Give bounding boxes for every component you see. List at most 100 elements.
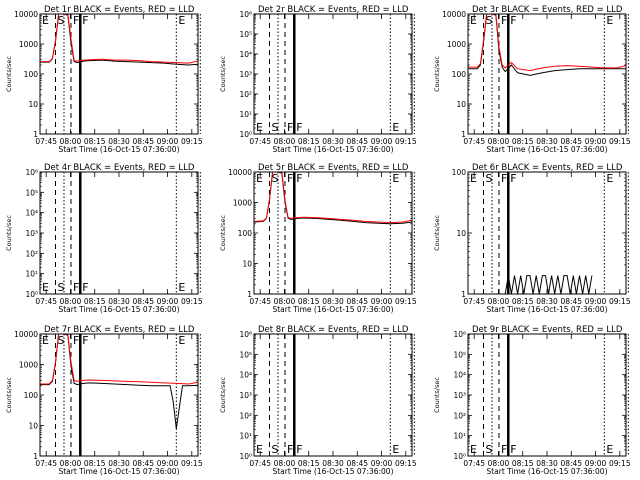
- marker-label: F: [73, 334, 79, 347]
- x-tick-label: 08:30: [322, 137, 344, 146]
- y-axis-label: Counts/sec: [433, 377, 441, 413]
- x-tick-label: 08:15: [298, 459, 320, 468]
- plot-frame: [467, 333, 627, 457]
- panel-det3r: Det 3r BLACK = Events, RED = LLD Counts/s…: [433, 5, 631, 154]
- y-tick-label: 10⁴: [453, 371, 466, 380]
- x-tick-label: 08:00: [274, 137, 296, 146]
- marker-label: F: [287, 443, 293, 456]
- plot-frame: [39, 13, 199, 135]
- x-tick-label: 07:45: [35, 137, 57, 146]
- series-line-events: [40, 334, 198, 429]
- y-tick-label: 10: [28, 100, 38, 109]
- x-axis-label: Start Time (16-Oct-15 07:36:00): [272, 467, 393, 476]
- marker-label: E: [470, 14, 477, 27]
- y-tick-label: 10: [242, 260, 252, 269]
- panel-title: Det 9r BLACK = Events, RED = LLD: [472, 325, 623, 335]
- marker-label: F: [510, 443, 516, 456]
- x-tick-label: 09:15: [181, 137, 203, 146]
- x-tick-label: 08:15: [84, 459, 106, 468]
- x-tick-label: 08:00: [488, 297, 510, 306]
- x-tick-label: 08:45: [132, 297, 154, 306]
- x-tick-label: 08:45: [560, 137, 582, 146]
- marker-label: F: [82, 14, 88, 27]
- marker-label: E: [392, 443, 399, 456]
- y-tick-label: 10000: [442, 10, 466, 19]
- y-tick-label: 10⁶: [239, 330, 252, 339]
- y-tick-label: 10²: [25, 249, 38, 258]
- plot-frame: [467, 13, 627, 135]
- x-tick-label: 08:30: [108, 137, 130, 146]
- marker-label: E: [606, 443, 613, 456]
- panel-title: Det 1r BLACK = Events, RED = LLD: [44, 5, 195, 15]
- y-tick-label: 10¹: [25, 270, 38, 279]
- y-axis-label: Counts/sec: [219, 215, 227, 251]
- series-line-lld: [254, 172, 412, 224]
- y-tick-label: 10¹: [239, 110, 252, 119]
- plot-frame: [253, 333, 413, 457]
- x-tick-label: 08:15: [84, 297, 106, 306]
- y-tick-label: 100: [24, 70, 39, 79]
- y-tick-label: 10⁶: [239, 10, 252, 19]
- marker-label: S: [57, 14, 64, 27]
- y-tick-label: 10³: [453, 391, 466, 400]
- y-tick-label: 100: [24, 391, 39, 400]
- panel-det8r: Det 8r BLACK = Events, RED = LLD Counts/s…: [219, 325, 417, 476]
- marker-label: E: [256, 121, 263, 134]
- x-tick-label: 07:45: [35, 459, 57, 468]
- x-tick-label: 08:30: [536, 459, 558, 468]
- y-tick-label: 1: [461, 130, 466, 139]
- marker-label: F: [296, 172, 302, 185]
- x-tick-label: 08:00: [60, 459, 82, 468]
- y-axis-label: Counts/sec: [5, 215, 13, 251]
- panel-title: Det 4r BLACK = Events, RED = LLD: [44, 163, 195, 173]
- x-tick-label: 09:15: [609, 297, 631, 306]
- x-tick-label: 09:15: [395, 297, 417, 306]
- marker-label: E: [470, 443, 477, 456]
- y-tick-label: 10⁵: [239, 350, 252, 359]
- x-tick-label: 08:45: [346, 297, 368, 306]
- x-tick-label: 09:15: [395, 459, 417, 468]
- x-tick-label: 09:00: [157, 297, 179, 306]
- panel-det6r: Det 6r BLACK = Events, RED = LLD Counts/s…: [433, 163, 631, 314]
- x-tick-label: 07:45: [463, 137, 485, 146]
- x-axis-label: Start Time (16-Oct-15 07:36:00): [58, 305, 179, 314]
- x-tick-label: 08:30: [536, 297, 558, 306]
- marker-label: E: [42, 334, 49, 347]
- marker-label: F: [73, 14, 79, 27]
- y-tick-label: 10⁴: [239, 371, 252, 380]
- y-tick-label: 10: [456, 229, 466, 238]
- y-tick-label: 10: [456, 100, 466, 109]
- x-tick-label: 08:30: [108, 297, 130, 306]
- x-tick-label: 08:45: [132, 137, 154, 146]
- x-tick-label: 07:45: [35, 297, 57, 306]
- y-tick-label: 10⁰: [25, 290, 38, 299]
- x-tick-label: 09:00: [585, 137, 607, 146]
- y-tick-label: 1000: [19, 40, 38, 49]
- y-tick-label: 10²: [453, 411, 466, 420]
- panel-title: Det 6r BLACK = Events, RED = LLD: [472, 163, 623, 173]
- y-tick-label: 10²: [239, 90, 252, 99]
- marker-label: E: [256, 443, 263, 456]
- marker-label: S: [57, 281, 64, 294]
- y-axis-label: Counts/sec: [5, 377, 13, 413]
- series-line-lld: [40, 334, 198, 385]
- panel-det2r: Det 2r BLACK = Events, RED = LLD Counts/s…: [219, 5, 417, 154]
- marker-label: E: [392, 172, 399, 185]
- x-axis-label: Start Time (16-Oct-15 07:36:00): [486, 145, 607, 154]
- marker-label: S: [485, 14, 492, 27]
- y-tick-label: 1000: [447, 40, 466, 49]
- marker-label: E: [606, 172, 613, 185]
- y-tick-label: 10⁴: [25, 209, 38, 218]
- x-tick-label: 09:15: [609, 137, 631, 146]
- marker-label: F: [82, 281, 88, 294]
- y-tick-label: 10³: [239, 391, 252, 400]
- x-tick-label: 08:45: [346, 137, 368, 146]
- x-tick-label: 08:30: [108, 459, 130, 468]
- plot-frame: [253, 13, 413, 135]
- panel-det9r: Det 9r BLACK = Events, RED = LLD Counts/s…: [433, 325, 631, 476]
- x-axis-label: Start Time (16-Oct-15 07:36:00): [486, 305, 607, 314]
- y-tick-label: 10⁰: [239, 130, 252, 139]
- y-tick-label: 10¹: [239, 432, 252, 441]
- panel-det1r: Det 1r BLACK = Events, RED = LLD Counts/s…: [5, 5, 203, 154]
